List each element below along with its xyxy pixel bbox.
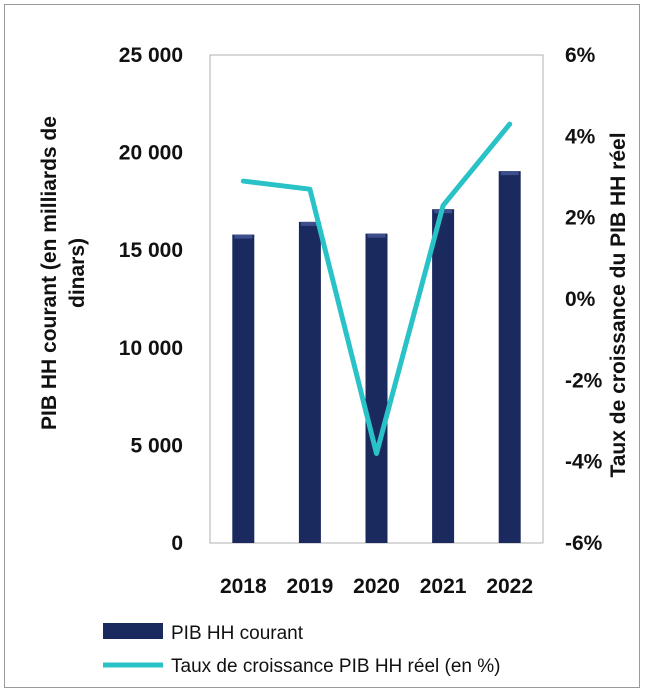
x-tick-label: 2022 <box>486 575 533 598</box>
legend-bar-label: PIB HH courant <box>171 623 304 644</box>
legend-line-label: Taux de croissance PIB HH réel (en %) <box>171 656 500 677</box>
x-tick-label: 2018 <box>220 575 267 598</box>
right-tick-label: 0% <box>565 288 596 311</box>
bar-top-highlight-2020 <box>367 233 386 238</box>
bars-group <box>232 171 521 544</box>
bar-2020 <box>365 233 388 543</box>
left-tick-label: 10 000 <box>119 337 183 360</box>
right-tick-label: 6% <box>565 44 596 67</box>
bar-top-highlight-2019 <box>300 221 319 226</box>
bar-2021 <box>432 209 455 543</box>
right-axis-title: Taux de croissance du PIB HH réel <box>607 132 630 477</box>
right-axis-ticks: -6% -4% -2% 0% 2% 4% 6% <box>565 44 603 555</box>
bar-2022 <box>498 171 521 544</box>
legend: PIB HH courant Taux de croissance PIB HH… <box>103 623 500 677</box>
bar-2018 <box>232 234 255 544</box>
x-tick-label: 2020 <box>353 575 400 598</box>
left-axis-title-line-1: PIB HH courant (en milliards de <box>38 116 61 430</box>
combo-chart: 0 5 000 10 000 15 000 20 000 25 000 -6% -4% -2%… <box>38 44 630 677</box>
left-axis-title-line-2: dinars) <box>66 238 89 308</box>
left-tick-label: 15 000 <box>119 239 183 262</box>
bar-2019 <box>298 221 321 543</box>
x-tick-label: 2021 <box>420 575 467 598</box>
left-tick-label: 0 <box>171 532 183 555</box>
left-axis-ticks: 0 5 000 10 000 15 000 20 000 25 000 <box>119 44 183 555</box>
left-tick-label: 5 000 <box>130 434 183 457</box>
growth-line-group <box>240 121 513 457</box>
right-tick-label: 2% <box>565 207 596 230</box>
bar-top-highlight-2018 <box>234 234 253 239</box>
left-tick-label: 20 000 <box>119 142 183 165</box>
right-tick-label: -4% <box>565 451 603 474</box>
right-tick-label: -6% <box>565 532 603 555</box>
chart-frame: 0 5 000 10 000 15 000 20 000 25 000 -6% -4% -2%… <box>4 4 640 688</box>
x-tick-label: 2019 <box>287 575 334 598</box>
x-axis-ticks: 2018 2019 2020 2021 2022 <box>220 575 533 598</box>
left-tick-label: 25 000 <box>119 44 183 67</box>
right-tick-label: 4% <box>565 125 596 148</box>
legend-bar-swatch <box>103 623 163 639</box>
bar-top-highlight-2022 <box>500 171 519 176</box>
right-tick-label: -2% <box>565 369 603 392</box>
